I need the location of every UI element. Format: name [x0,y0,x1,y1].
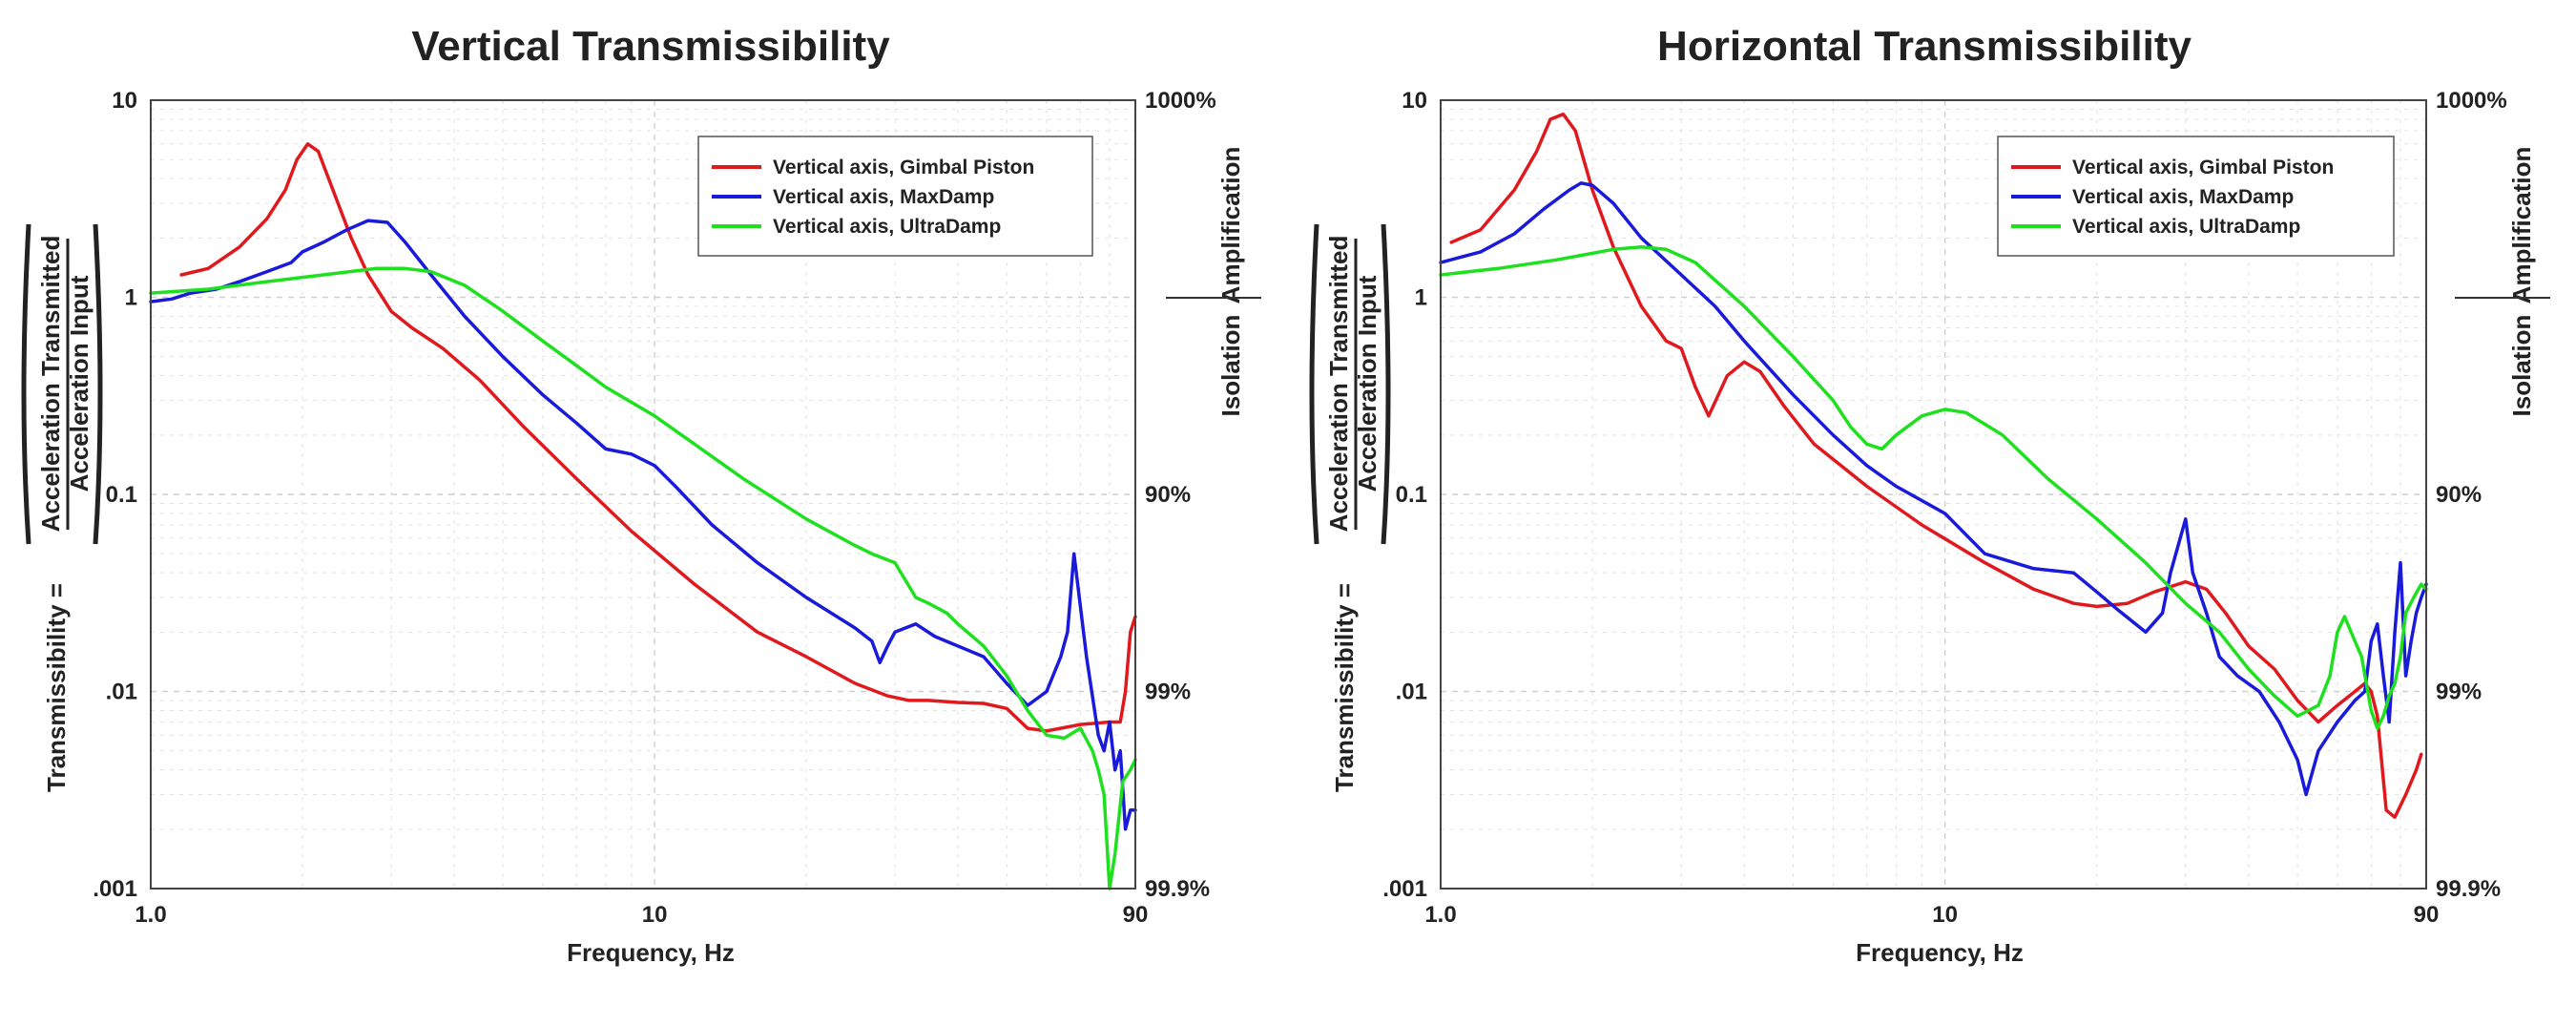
y-tick-label: .01 [106,680,137,705]
legend-label: Vertical axis, Gimbal Piston [773,157,1034,178]
x-tick-labels: 1.0 10 90 [135,902,1148,928]
y-axis-label-denominator: Acceleration Input [65,275,93,492]
y-axis-label-paren-right [93,223,103,545]
y-axis-label-paren-left [1309,223,1319,545]
y-tick-label: 1 [1415,285,1427,311]
y-tick-label: 10 [112,88,137,114]
legend-label: Vertical axis, Gimbal Piston [2072,157,2334,178]
right-tick-label: 99.9% [2436,876,2501,902]
right-axis-label-amplification: Amplification [2507,147,2536,304]
right-tick-label: 1000% [2436,88,2507,114]
series-group [149,142,1137,890]
right-tick-label: 99% [1145,680,1191,705]
series-line-2 [149,219,1137,831]
right-axis-label: Amplification Isolation [1166,147,1261,417]
legend-label: Vertical axis, UltraDamp [773,216,1001,238]
y-axis-label-denominator: Acceleration Input [1353,275,1381,492]
right-tick-label: 1000% [1145,88,1216,114]
chart-title: Horizontal Transmissibility [1657,23,2192,70]
y-tick-label: 0.1 [106,482,137,508]
x-tick-label: 1.0 [1424,902,1456,928]
legend-box [1997,136,2395,257]
series-line-3 [1439,245,2428,730]
y-axis-label-lead: Transmissibility = [42,583,71,792]
chart-title: Vertical Transmissibility [411,23,890,70]
right-axis-label-amplification: Amplification [1216,147,1245,304]
horizontal-transmissibility-chart: Horizontal Transmissibility 10 1 0.1 .01 .00… [1309,23,2550,967]
y-axis-label-paren-left [21,223,31,545]
series-line-1 [1449,112,2423,820]
right-tick-label: 90% [2436,482,2482,508]
y-axis-label-numerator: Acceleration Transmitted [36,236,65,533]
legend-label: Vertical axis, MaxDamp [2072,186,2294,208]
plot-frame [1440,99,2427,890]
right-tick-label: 99% [2436,680,2482,705]
x-axis-label: Frequency, Hz [1856,938,2024,967]
vertical-transmissibility-chart: Vertical Transmissibility 1010.1.01.001 … [21,23,1261,967]
series-line-2 [1439,181,2428,797]
x-tick-label: 90 [2414,902,2440,928]
right-tick-label: 90% [1145,482,1191,508]
y-tick-label: 1 [125,285,137,311]
series-line-1 [179,142,1137,733]
x-tick-labels: 1.0 10 90 [1424,902,2439,928]
y-axis-label-paren-right [1381,223,1391,545]
right-axis-label: Amplification Isolation [2455,147,2550,417]
grid [1441,100,2426,889]
x-tick-label: 10 [1932,902,1958,928]
y-axis-label-lead: Transmissibility = [1330,583,1359,792]
y-tick-label: 10 [1402,88,1427,114]
right-axis-label-isolation: Isolation [1216,315,1245,417]
x-tick-label: 10 [642,902,668,928]
y-tick-label: .01 [1396,680,1427,705]
x-tick-label: 1.0 [135,902,166,928]
legend: Vertical axis, Gimbal Piston Vertical axi… [1997,136,2395,257]
series-group [1439,112,2428,820]
legend: Vertical axis, Gimbal Piston Vertical axi… [697,136,1093,257]
legend-box [697,136,1093,257]
y-axis-label: Transmissibility = Acceleration Transmit… [21,223,103,792]
y-axis-label: Transmissibility = Acceleration Transmit… [1309,223,1391,792]
y-tick-label: .001 [93,876,137,902]
y-tick-labels: 10 1 0.1 .01 .001 [1382,88,1427,902]
y-axis-label-numerator: Acceleration Transmitted [1324,236,1353,533]
x-tick-label: 90 [1123,902,1149,928]
series-line-3 [149,266,1137,890]
y-tick-label: .001 [1382,876,1427,902]
right-tick-label: 99.9% [1145,876,1210,902]
right-tick-labels: 1000% 90% 99% 99.9% [1145,88,1216,902]
right-tick-labels: 1000% 90% 99% 99.9% [2436,88,2507,902]
plot-frame [150,99,1136,890]
right-axis-label-isolation: Isolation [2507,315,2536,417]
y-tick-labels: 10 1 0.1 .01 .001 [93,88,137,902]
x-axis-label: Frequency, Hz [567,938,735,967]
y-tick-label: 0.1 [1396,482,1427,508]
legend-label: Vertical axis, UltraDamp [2072,216,2300,238]
legend-label: Vertical axis, MaxDamp [773,186,994,208]
